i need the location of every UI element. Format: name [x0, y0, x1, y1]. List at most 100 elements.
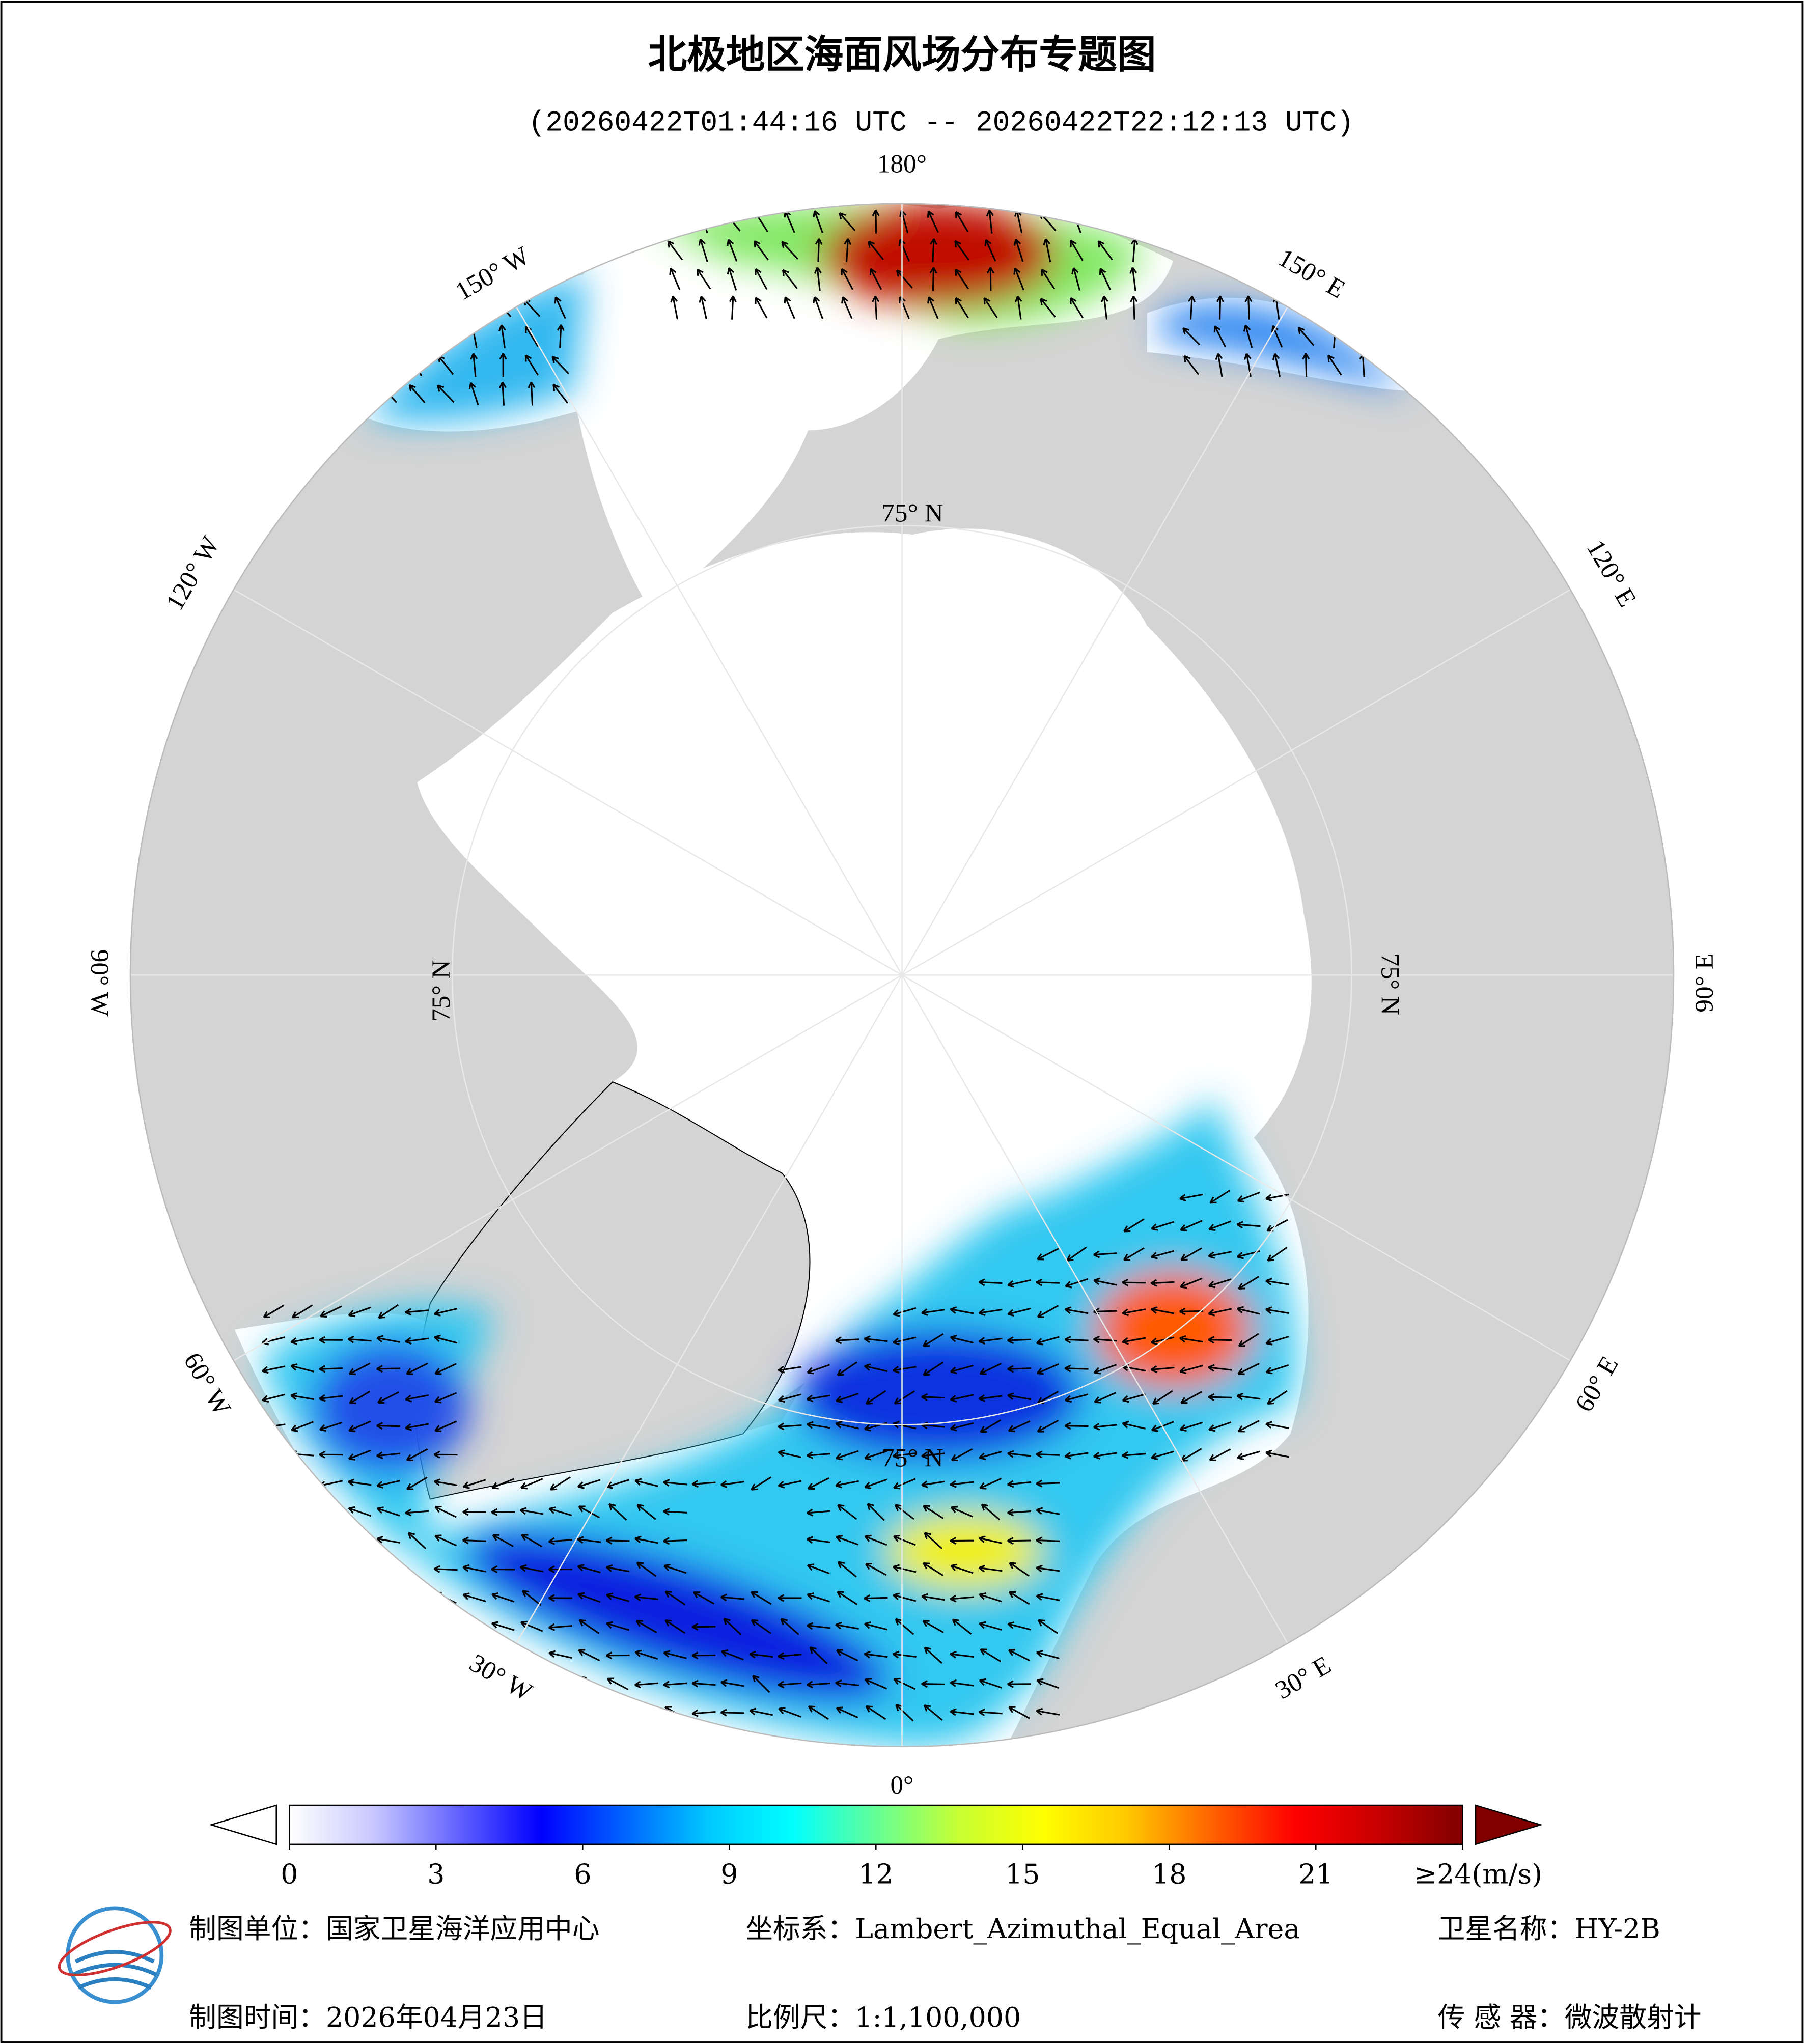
- arrow-head: [1297, 327, 1305, 334]
- arrow-head: [691, 1623, 699, 1631]
- arrow-head: [1208, 1393, 1215, 1401]
- wind-arrow: [979, 1711, 1003, 1715]
- wind-arrow: [378, 1304, 399, 1319]
- wind-arrow: [865, 1535, 887, 1546]
- arrow-head: [813, 210, 820, 217]
- arrow-head: [727, 267, 735, 275]
- footer-satellite: 卫星名称：HY-2B: [1438, 1913, 1660, 1945]
- arrow-head: [433, 1478, 441, 1487]
- wind-arrow: [434, 1535, 457, 1547]
- wind-arrow: [1036, 1482, 1060, 1485]
- arrow-head: [499, 353, 507, 360]
- colorbar-tick-label: 0: [281, 1858, 298, 1890]
- arrow-head: [290, 1392, 297, 1401]
- arrow-head: [865, 1397, 873, 1405]
- wind-arrow: [437, 355, 454, 375]
- arrow-head: [950, 1537, 957, 1545]
- arrow-head: [433, 1450, 440, 1459]
- wind-arrow: [1362, 353, 1365, 377]
- wind-arrow: [817, 238, 820, 263]
- meridian-label: 90° W: [85, 949, 114, 1017]
- arrow-head: [697, 268, 704, 276]
- wind-arrow: [979, 1679, 1002, 1689]
- arrow-head: [893, 1482, 901, 1490]
- arrow-head: [634, 1535, 642, 1544]
- arrow-head: [978, 1394, 986, 1402]
- wind-arrow: [521, 1534, 543, 1548]
- wind-arrow: [348, 1306, 371, 1317]
- wind-arrow: [1036, 1651, 1060, 1660]
- arrow-head: [1065, 1281, 1072, 1289]
- arrow-head: [1265, 1338, 1273, 1346]
- wind-arrow: [1037, 1419, 1059, 1433]
- wind-arrow: [1179, 1193, 1203, 1200]
- colorbar-tick-label: 6: [574, 1858, 591, 1890]
- arrow-head: [663, 1681, 670, 1689]
- wind-arrow: [551, 356, 569, 374]
- wind-arrow: [348, 1449, 371, 1460]
- wind-arrow: [606, 1622, 629, 1631]
- wind-arrow: [893, 1307, 917, 1315]
- arrow-head: [262, 1366, 269, 1374]
- arrow-head: [693, 1591, 701, 1599]
- wind-arrow: [1208, 1421, 1232, 1431]
- arrow-head: [699, 296, 706, 303]
- meridian-label: 0°: [890, 1771, 913, 1800]
- arrow-head: [348, 1453, 355, 1461]
- arrow-head: [894, 1397, 901, 1405]
- wind-arrow: [807, 1364, 830, 1374]
- arrow-head: [950, 1423, 957, 1432]
- arrow-head: [979, 1621, 986, 1629]
- arrow-head: [749, 1707, 757, 1716]
- wind-arrow: [1070, 297, 1084, 319]
- arrow-head: [841, 296, 848, 304]
- arrow-head: [806, 1421, 814, 1429]
- wind-arrow: [1065, 1308, 1089, 1314]
- arrow-head: [1208, 1364, 1215, 1372]
- arrow-head: [1243, 353, 1252, 360]
- wind-arrow: [895, 1504, 914, 1520]
- arrow-head: [806, 1681, 813, 1689]
- arrow-head: [348, 1310, 355, 1318]
- arrow-head: [519, 1564, 527, 1572]
- arrow-head: [751, 1483, 758, 1491]
- wind-arrow: [1152, 1390, 1173, 1405]
- wind-arrow: [548, 1652, 572, 1659]
- colorbar-tick-label: 21: [1298, 1858, 1333, 1890]
- arrow-head: [1036, 1479, 1043, 1488]
- arrow-head: [1180, 1281, 1187, 1289]
- arrow-head: [1036, 1650, 1043, 1658]
- wind-arrow: [1007, 1338, 1031, 1341]
- arrow-head: [921, 1393, 928, 1401]
- arrow-head: [1007, 1537, 1014, 1545]
- arrow-head: [634, 1478, 642, 1486]
- wind-arrow: [778, 1480, 802, 1487]
- arrow-head: [554, 296, 562, 304]
- arrow-head: [376, 1451, 383, 1460]
- arrow-head: [291, 1424, 298, 1432]
- wind-arrow: [728, 267, 737, 291]
- wind-arrow: [579, 1619, 600, 1634]
- wind-arrow: [1122, 1422, 1146, 1430]
- arrow-head: [670, 296, 678, 303]
- arrow-head: [864, 1534, 872, 1542]
- arrow-head: [1036, 1338, 1043, 1346]
- wind-arrow: [577, 1538, 601, 1543]
- wind-arrow: [895, 1618, 914, 1635]
- wind-arrow: [810, 1646, 828, 1664]
- wind-arrow: [894, 1678, 916, 1690]
- arrow-head: [1267, 1397, 1274, 1405]
- arrow-head: [806, 1536, 814, 1544]
- arrow-head: [376, 1422, 383, 1430]
- arrow-head: [1066, 1254, 1074, 1262]
- arrow-head: [892, 1451, 900, 1460]
- wind-arrow: [755, 268, 768, 290]
- wind-arrow: [1244, 325, 1253, 348]
- arrow-head: [924, 1532, 931, 1539]
- arrow-head: [978, 1308, 986, 1317]
- arrow-head: [1238, 1282, 1245, 1290]
- wind-arrow: [1065, 1278, 1088, 1287]
- wind-arrow: [1016, 210, 1023, 234]
- arrow-head: [1267, 1254, 1274, 1262]
- arrow-head: [751, 1619, 759, 1627]
